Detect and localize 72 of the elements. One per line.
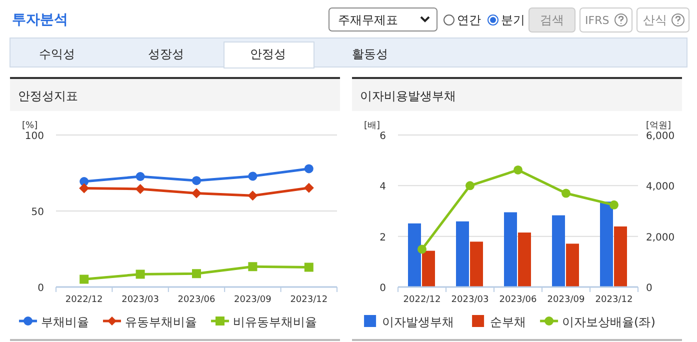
y2-tick-label: 6,000 [646,131,675,142]
bar [504,212,517,287]
x-tick-label: 2023/06 [499,295,537,305]
chart-title: 안정성지표 [18,89,78,103]
y-tick-label: 6 [380,131,386,142]
point [418,244,426,254]
legend-label: 이자발생부채 [382,315,454,329]
point [304,262,314,272]
bar [408,223,421,287]
y2-axis-title: [억원] [646,121,672,131]
bar [518,232,531,287]
x-tick-label: 2022/12 [403,295,441,305]
y-tick-label: 50 [31,207,44,218]
text: 활동성 [352,47,388,61]
y2-tick-label: 2,000 [646,232,675,244]
point [248,190,258,201]
point [562,188,570,198]
bar [552,215,565,287]
y-tick-label: 2 [380,232,386,244]
text: 주재무제표 [338,13,398,27]
bar [600,202,613,287]
text: 검색 [540,13,564,27]
y-tick-label: 100 [24,131,44,142]
point [248,172,258,181]
point [248,262,258,272]
y2-tick-label: 4,000 [646,182,675,193]
text: 산식 [643,13,667,27]
text: IFRS [585,14,610,27]
x-tick-label: 2023/09 [547,295,585,305]
text: 연간 [457,13,481,27]
y2-tick-label: 0 [646,283,652,294]
x-tick-label: 2023/12 [290,295,328,305]
text: 분기 [501,13,525,27]
point [304,182,314,193]
x-tick-label: 2023/12 [595,295,633,305]
text: 수익성 [39,47,75,61]
text: 안정성 [250,47,286,61]
x-tick-label: 2023/03 [451,295,489,305]
x-tick-label: 2023/06 [178,295,216,305]
text: 성장성 [148,47,184,61]
legend-label: 순부채 [490,315,526,329]
y-tick-label: 0 [380,283,386,294]
point [79,183,90,194]
bar [456,221,469,287]
chart-title: 이자비용발생부채 [360,89,456,103]
y-tick-label: 4 [380,182,386,193]
x-tick-label: 2023/09 [234,295,272,305]
x-tick-label: 2022/12 [65,295,103,305]
point [136,172,145,181]
point [80,274,89,284]
point [192,176,201,186]
x-tick-label: 2023/03 [122,295,159,305]
point [135,184,146,194]
y-axis-title: [%] [22,121,38,131]
point [192,188,202,198]
point [304,164,314,174]
point [610,200,618,210]
y-tick-label: 0 [38,283,44,294]
bar [566,244,579,287]
point [466,181,474,190]
bar [422,250,435,287]
point [136,270,145,279]
legend-label: 유동부채비율 [125,315,197,329]
bar [614,226,627,287]
point [514,165,522,174]
legend-label: 이자보상배율(좌) [562,315,656,329]
bar [470,242,483,287]
text: 투자분석 [12,12,68,28]
point [192,269,201,278]
legend-label: 비유동부채비율 [233,315,317,329]
legend-label: 부채비율 [41,315,89,329]
y-axis-title: [배] [364,121,380,131]
